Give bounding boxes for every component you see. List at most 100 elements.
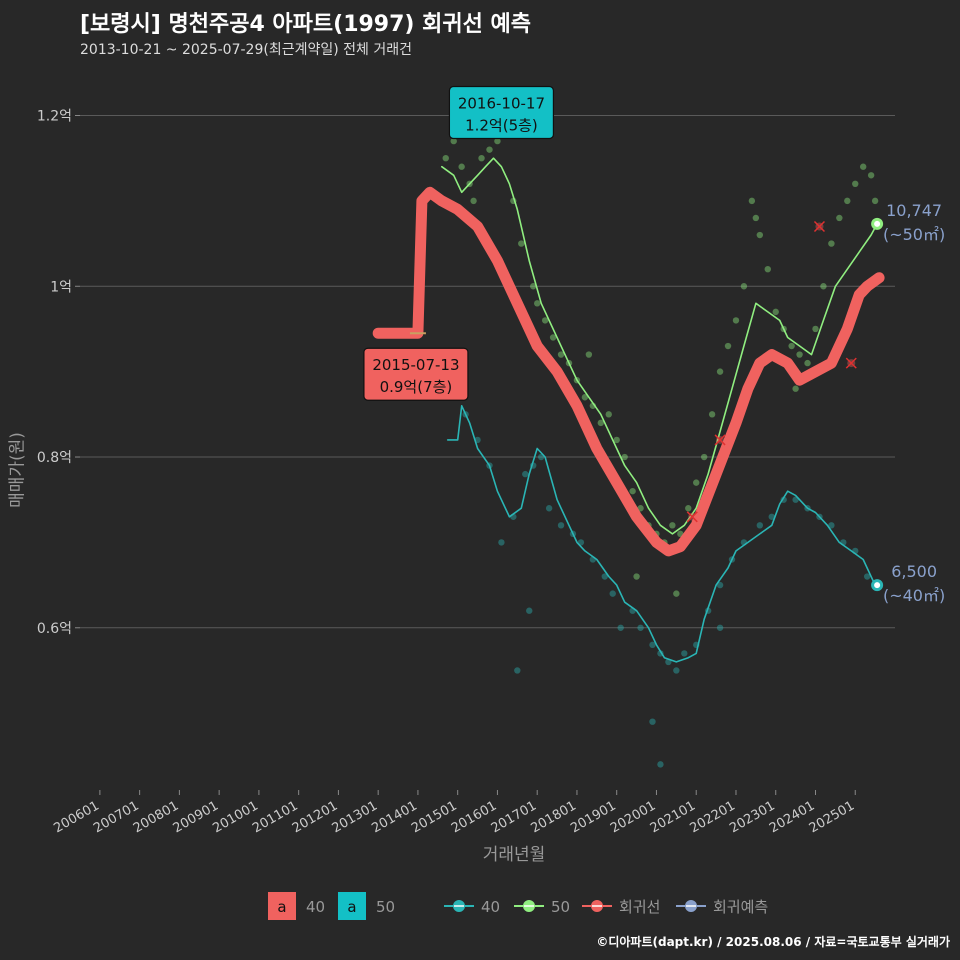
max-annotation-value: 1.2억(5층) xyxy=(465,116,538,134)
regression-x-mark xyxy=(845,357,857,369)
scatter-point-50 xyxy=(673,590,680,597)
scatter-point-50 xyxy=(518,240,525,247)
scatter-point-50 xyxy=(633,573,640,580)
scatter-point-50 xyxy=(732,317,740,324)
y-tick-label: 0.6억 xyxy=(37,621,72,637)
scatter-point-40 xyxy=(716,581,724,589)
scatter-point-40 xyxy=(526,607,533,614)
scatter-point-50 xyxy=(804,359,811,367)
y-tick-label: 1억 xyxy=(50,279,72,295)
scatter-point-40 xyxy=(673,667,680,674)
min-annotation-date: 2015-07-13 xyxy=(372,356,459,374)
scatter-point-40 xyxy=(681,650,688,657)
end-point-50-area: (~50㎡) xyxy=(883,225,945,244)
scatter-point-50 xyxy=(788,342,795,350)
scatter-point-50 xyxy=(597,419,605,427)
scatter-point-50 xyxy=(533,300,541,307)
scatter-point-50 xyxy=(530,283,537,290)
regression-x-mark xyxy=(813,220,825,233)
scatter-point-50 xyxy=(724,342,732,350)
scatter-point-50 xyxy=(637,505,644,512)
y-tick-label: 1.2억 xyxy=(37,108,72,124)
regression-mark-cross xyxy=(686,511,698,523)
end-point-40-inner xyxy=(874,582,881,589)
regression-mark-cross xyxy=(845,357,857,369)
series-line-회귀선 xyxy=(372,186,885,557)
scatter-point-40 xyxy=(756,522,764,529)
legend-line-label: 40 xyxy=(481,898,500,916)
max-annotation-date: 2016-10-17 xyxy=(458,94,545,112)
scatter-point-40 xyxy=(649,718,656,725)
source-footer: ©디아파트(dapt.kr) / 2025.08.06 / 자료=국토교통부 실… xyxy=(596,935,950,949)
scatter-point-50 xyxy=(478,154,485,162)
scatter-point-40 xyxy=(768,513,775,520)
scatter-point-50 xyxy=(828,240,835,247)
legend-box-label: 40 xyxy=(306,898,325,916)
max-annotation: 2016-10-17 1.2억(5층) xyxy=(448,85,555,140)
scatter-point-50 xyxy=(820,283,827,290)
series-line-50 xyxy=(441,157,878,535)
scatter-point-40 xyxy=(514,667,521,674)
scatter-point-40 xyxy=(828,522,835,529)
scatter-point-40 xyxy=(601,573,608,580)
scatter-point-50 xyxy=(859,163,867,170)
scatter-point-40 xyxy=(545,505,553,512)
scatter-point-40 xyxy=(617,624,624,631)
x-axis-label: 거래년월 xyxy=(482,845,546,865)
min-annotation-bg xyxy=(363,347,469,401)
scatter-point-50 xyxy=(470,197,477,205)
scatter-point-50 xyxy=(752,214,760,222)
max-annotation-bg xyxy=(448,85,555,140)
scatter-point-50 xyxy=(772,308,779,316)
end-point-50-inner xyxy=(874,220,881,227)
scatter-point-40 xyxy=(649,641,656,649)
chart-title: [보령시] 명천주공4 아파트(1997) 회귀선 예측 xyxy=(80,12,531,37)
series-line-40 xyxy=(446,405,876,663)
scatter-point-50 xyxy=(549,334,557,341)
regression-mark-cross xyxy=(714,434,726,446)
scatter-point-50 xyxy=(852,180,859,188)
regression-x-mark xyxy=(686,511,698,523)
scatter-point-50 xyxy=(764,265,771,273)
scatter-point-50 xyxy=(792,385,799,392)
scatter-point-40 xyxy=(557,522,565,529)
scatter-point-50 xyxy=(867,172,875,179)
scatter-point-40 xyxy=(522,470,529,478)
scatter-point-50 xyxy=(700,453,708,461)
scatter-point-50 xyxy=(669,522,676,529)
scatter-point-50 xyxy=(756,231,764,239)
min-annotation: 2015-07-13 0.9억(7층) xyxy=(363,347,469,401)
scatter-point-50 xyxy=(557,351,565,358)
legend-box-glyph: a xyxy=(277,898,286,916)
scatter-point-50 xyxy=(494,137,501,145)
scatter-point-40 xyxy=(657,761,664,768)
scatter-point-50 xyxy=(693,479,700,486)
scatter-point-50 xyxy=(748,197,756,205)
scatter-point-50 xyxy=(716,368,724,375)
scatter-point-40 xyxy=(637,624,644,631)
scatter-point-50 xyxy=(740,283,748,290)
scatter-point-50 xyxy=(844,197,851,205)
legend-line-label: 50 xyxy=(551,898,570,916)
scatter-point-50 xyxy=(871,197,879,205)
end-point-50-value: 10,747 xyxy=(886,201,942,220)
legend-box-glyph: a xyxy=(347,898,356,916)
scatter-point-50 xyxy=(541,317,549,324)
legend-box-swatch xyxy=(338,892,366,920)
scatter-point-50 xyxy=(605,411,612,418)
scatter-point-50 xyxy=(458,163,465,170)
scatter-point-50 xyxy=(685,505,692,512)
y-tick-label: 0.8억 xyxy=(37,450,72,466)
regression-x-mark xyxy=(714,434,726,446)
scatter-point-40 xyxy=(498,539,505,546)
regression-mark-cross xyxy=(813,220,825,233)
legend-line-label: 회귀예측 xyxy=(713,898,768,916)
end-point-40-value: 6,500 xyxy=(891,562,937,581)
scatter-point-40 xyxy=(609,590,616,597)
scatter-point-40 xyxy=(716,624,724,631)
scatter-point-50 xyxy=(450,137,457,145)
scatter-point-50 xyxy=(796,351,803,358)
scatter-point-50 xyxy=(708,411,716,418)
scatter-point-50 xyxy=(486,146,493,153)
